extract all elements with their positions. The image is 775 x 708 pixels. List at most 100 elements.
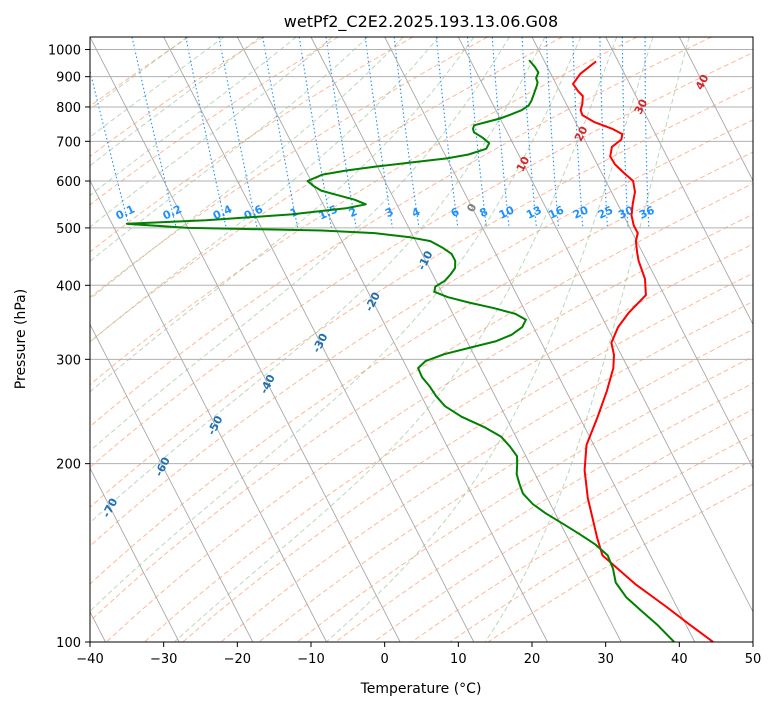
dry-adiabat (90, 37, 339, 206)
mixing-ratio-line (364, 37, 393, 228)
dry-adiabat (90, 37, 563, 343)
mixing-ratio-label: 13 (524, 204, 543, 222)
isotherm-label: -50 (205, 413, 226, 437)
dry-adiabat (258, 328, 753, 642)
moist-adiabat (325, 37, 654, 642)
y-tick-label: 500 (56, 222, 81, 237)
mixing-ratio-line (262, 37, 299, 229)
x-tick-label: 50 (745, 652, 762, 667)
y-axis-title: Pressure (hPa) (13, 289, 29, 389)
mixing-ratio-label: 25 (596, 204, 615, 222)
isotherm-label: 20 (572, 124, 591, 144)
mixing-ratio-line (466, 37, 487, 228)
x-axis-ticks: −40 −30 −20 −10 0 10 20 30 40 50 (76, 642, 761, 667)
isotherm-label: -40 (257, 372, 278, 396)
isotherm-label: -90 (0, 578, 15, 602)
moist-adiabat (174, 37, 618, 642)
mixing-ratio-labels: 0.1 0.2 0.4 0.6 1 1.5 2 3 4 6 8 10 13 16 20 25 30 36 (114, 202, 657, 222)
mixing-ratio-lines (90, 37, 650, 229)
dry-adiabat (90, 86, 753, 508)
y-tick-label: 400 (56, 279, 81, 294)
profiles (125, 59, 714, 642)
y-tick-label: 200 (56, 458, 81, 473)
x-tick-label: 40 (671, 652, 688, 667)
isotherm-label: -60 (152, 455, 173, 479)
dewpoint-profile (125, 59, 675, 642)
isotherm-line (90, 467, 180, 642)
isobars (90, 49, 753, 642)
y-tick-label: 300 (56, 353, 81, 368)
isotherm-label: -20 (362, 290, 383, 314)
mixing-ratio-label: 6 (449, 205, 462, 220)
isotherm-line (384, 37, 696, 642)
mixing-ratio-label: 0.2 (161, 203, 184, 223)
isotherm-line (163, 37, 475, 642)
dry-adiabat (106, 213, 753, 642)
isotherm-line (678, 37, 753, 182)
moist-adiabat (484, 37, 690, 642)
x-tick-label: −10 (297, 652, 324, 667)
mixing-ratio-label: 8 (478, 205, 490, 220)
mixing-ratio-line (545, 37, 560, 228)
mixing-ratio-label: 20 (571, 203, 591, 221)
temperature-profile (572, 60, 714, 642)
isotherm-line (605, 37, 753, 326)
dry-adiabat (296, 355, 753, 642)
dry-adiabat (90, 37, 190, 107)
mixing-ratio-line (644, 37, 650, 228)
isotherm-line (90, 323, 254, 642)
dry-adiabat (90, 151, 753, 585)
x-tick-label: −30 (150, 652, 177, 667)
x-tick-label: −20 (224, 652, 251, 667)
y-tick-label: 600 (56, 175, 81, 190)
y-tick-label: 900 (56, 71, 81, 86)
isotherm-line (90, 37, 401, 642)
x-tick-label: 10 (450, 652, 467, 667)
mixing-ratio-line (298, 37, 332, 228)
mixing-ratio-label: 16 (547, 203, 567, 221)
y-tick-label: 1000 (48, 44, 81, 59)
x-tick-label: 0 (381, 652, 389, 667)
chart-title: wetPf2_C2E2.2025.193.13.06.G08 (284, 12, 558, 32)
mixing-ratio-line (90, 68, 130, 229)
x-axis-title: Temperature (°C) (360, 681, 482, 697)
isotherms (90, 37, 753, 642)
dry-adiabat (182, 272, 753, 642)
mixing-ratio-line (393, 37, 420, 228)
moist-adiabat (90, 37, 510, 452)
dry-adiabat (90, 37, 638, 386)
moist-adiabat (90, 37, 475, 393)
isotherm-line (752, 37, 753, 38)
mixing-ratio-line (491, 37, 510, 228)
mixing-ratio-line (325, 37, 357, 228)
moist-adiabat (90, 37, 297, 197)
dry-adiabat (487, 483, 753, 642)
y-tick-label: 800 (56, 101, 81, 116)
mixing-ratio-line (435, 37, 459, 228)
y-tick-label: 100 (56, 636, 81, 651)
isotherm-label: -70 (100, 496, 121, 520)
moist-adiabat (90, 37, 369, 262)
moist-adiabat (90, 37, 404, 300)
mixing-ratio-line (131, 37, 177, 229)
mixing-ratio-label: 10 (497, 203, 517, 221)
mixing-ratio-line (185, 37, 227, 229)
dry-adiabat (144, 243, 753, 642)
isotherm-line (236, 37, 548, 642)
mixing-ratio-line (599, 37, 609, 228)
isotherm-label: -80 (47, 537, 68, 561)
isotherm-label: -10 (415, 248, 436, 272)
dry-adiabat (90, 37, 488, 299)
isotherm-line (90, 179, 327, 642)
x-tick-label: 30 (597, 652, 614, 667)
background-lines (90, 37, 753, 642)
dry-adiabat (335, 382, 753, 642)
y-tick-label: 700 (56, 135, 81, 150)
dry-adiabat (90, 37, 712, 428)
moist-adiabat (90, 37, 582, 612)
isotherm-line (310, 37, 622, 642)
mixing-ratio-label: 36 (637, 203, 657, 221)
x-tick-label: −40 (76, 652, 103, 667)
mixing-ratio-label: 3 (383, 205, 395, 220)
